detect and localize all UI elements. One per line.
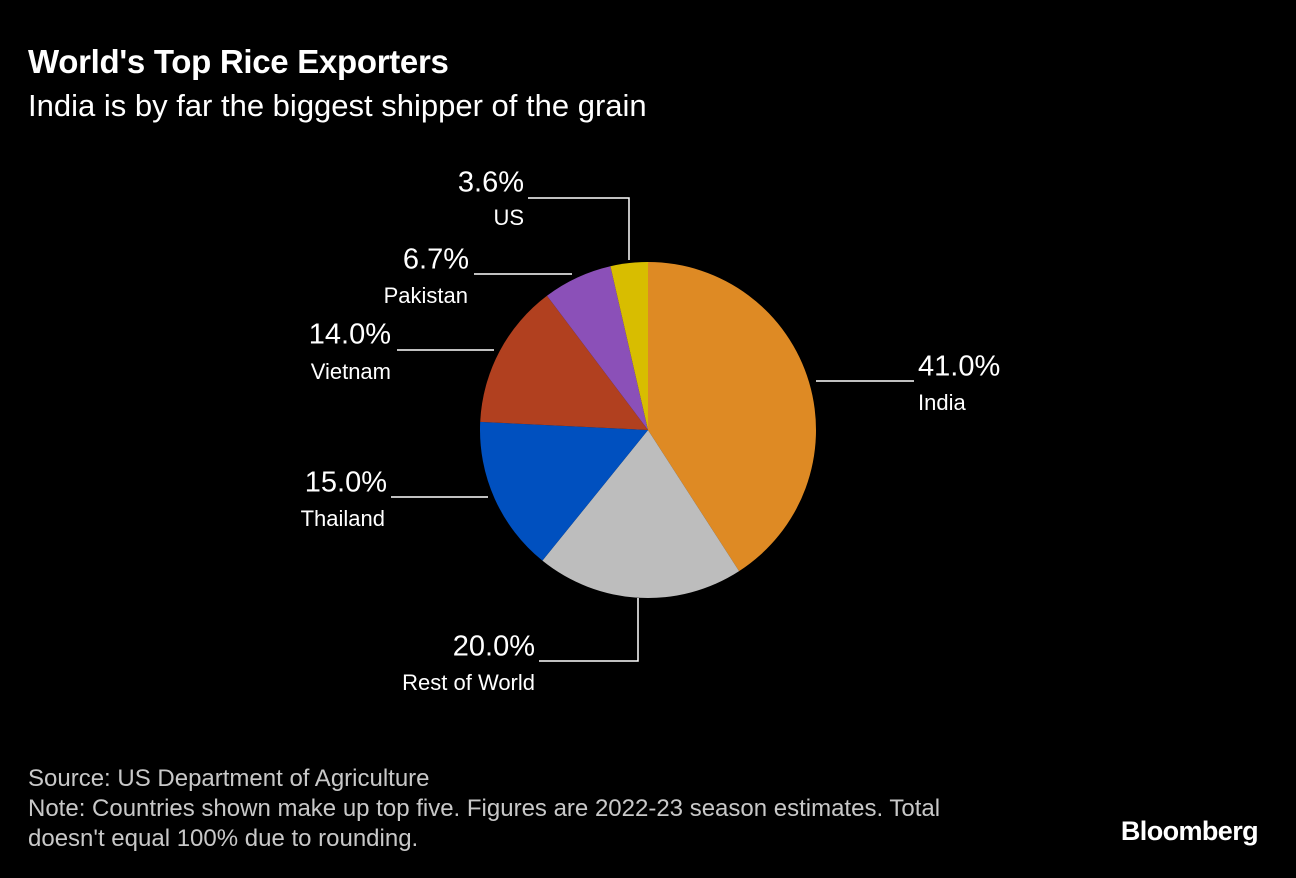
pie-slice-india bbox=[648, 262, 817, 572]
leader-line-us bbox=[528, 197, 630, 260]
category-label-vietnam: Vietnam bbox=[311, 359, 391, 384]
data-label-pakistan: 6.7% bbox=[403, 244, 469, 276]
source-note: Source: US Department of Agriculture bbox=[28, 765, 430, 792]
category-label-us: US bbox=[493, 205, 524, 230]
data-label-us: 3.6% bbox=[458, 167, 524, 199]
chart-title: World's Top Rice Exporters bbox=[28, 43, 449, 80]
data-label-rest-of-world: 20.0% bbox=[453, 631, 535, 663]
category-label-thailand: Thailand bbox=[301, 506, 385, 531]
data-label-thailand: 15.0% bbox=[305, 467, 387, 499]
note-line-2: doesn't equal 100% due to rounding. bbox=[28, 825, 419, 852]
note-line-1: Note: Countries shown make up top five. … bbox=[28, 795, 941, 822]
bloomberg-logo: Bloomberg bbox=[1120, 816, 1259, 846]
category-label-pakistan: Pakistan bbox=[384, 283, 468, 308]
pie-slice-pakistan bbox=[546, 266, 648, 430]
footer-notes: Source: US Department of Agriculture Not… bbox=[28, 764, 1068, 854]
data-label-india: 41.0% bbox=[918, 351, 1000, 383]
pie-slice-rest-of-world bbox=[542, 430, 740, 599]
pie-slice-us bbox=[610, 262, 648, 430]
category-label-rest-of-world: Rest of World bbox=[402, 670, 535, 695]
chart-subtitle: India is by far the biggest shipper of t… bbox=[28, 88, 647, 123]
data-label-vietnam: 14.0% bbox=[309, 319, 391, 351]
pie-slice-thailand bbox=[480, 421, 648, 561]
category-label-india: India bbox=[918, 390, 966, 415]
leader-line-rest-of-world bbox=[539, 598, 639, 662]
pie-slice-vietnam bbox=[480, 295, 648, 430]
